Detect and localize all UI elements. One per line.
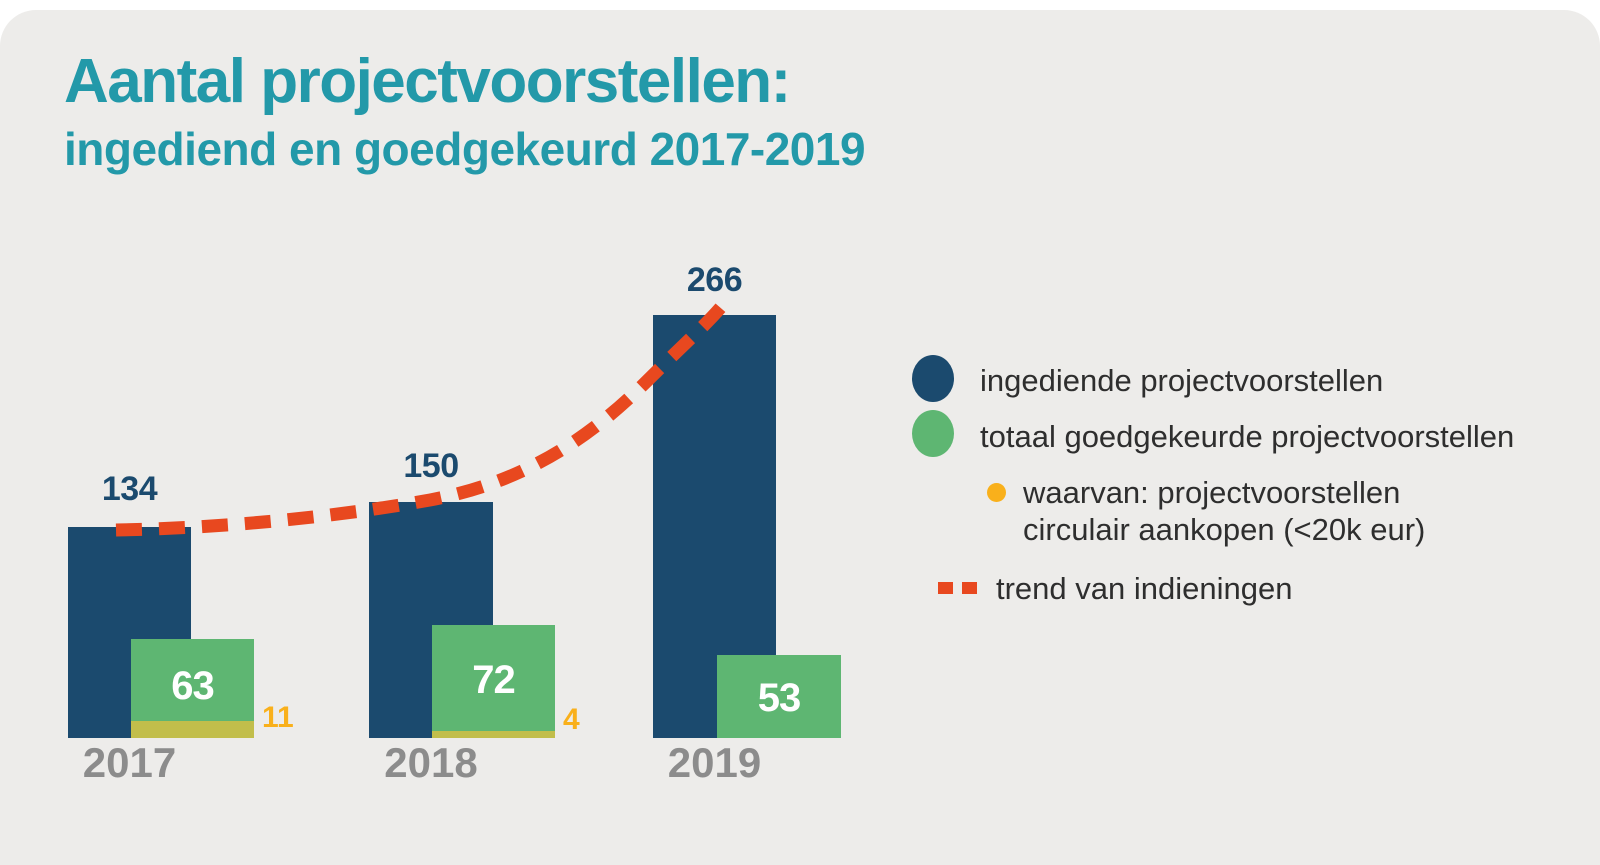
bar-label-2017-circular: 11 (262, 701, 294, 734)
bar-label-2018-approved: 72 (472, 658, 516, 702)
legend-dash-trend-icon (938, 582, 953, 594)
bar-2017-circular-substrip (131, 721, 254, 738)
legend-circle-approved-icon (912, 410, 954, 457)
bar-2018-approved: 72 (432, 625, 555, 738)
legend-label-circular-line2: circulair aankopen (<20k eur) (1023, 512, 1426, 547)
category-label-2018: 2018 (384, 739, 478, 786)
bar-label-2017-submitted: 134 (101, 470, 158, 508)
legend-label-trend: trend van indieningen (996, 571, 1293, 606)
chart-title: Aantal projectvoorstellen: (64, 47, 791, 116)
bar-label-2018-circular: 4 (563, 703, 580, 736)
bar-2017-approved: 63 (131, 639, 254, 738)
chart-subtitle: ingediend en goedgekeurd 2017-2019 (64, 123, 866, 175)
legend-circle-submitted-icon (912, 355, 954, 402)
chart-card: Aantal projectvoorstellen: ingediend en … (0, 10, 1600, 865)
legend-label-circular-line1: waarvan: projectvoorstellen (1023, 475, 1401, 510)
category-label-2017: 2017 (82, 739, 177, 786)
bar-2018-circular-substrip (432, 731, 555, 738)
category-label-2019: 2019 (667, 739, 762, 786)
bar-label-2017-approved: 63 (171, 664, 215, 708)
legend-label-approved: totaal goedgekeurde projectvoorstellen (980, 419, 1515, 454)
legend-label-circular: waarvan: projectvoorstellen circulair aa… (1023, 474, 1425, 548)
legend-dash-trend-icon (962, 582, 977, 594)
bar-label-2018-submitted: 150 (403, 447, 459, 485)
bar-2019-approved: 53 (717, 655, 841, 738)
bar-label-2019-submitted: 266 (686, 261, 743, 299)
bar-label-2019-approved: 53 (757, 676, 802, 720)
legend-dot-circular-icon (987, 483, 1006, 502)
legend-label-submitted: ingediende projectvoorstellen (980, 363, 1384, 398)
